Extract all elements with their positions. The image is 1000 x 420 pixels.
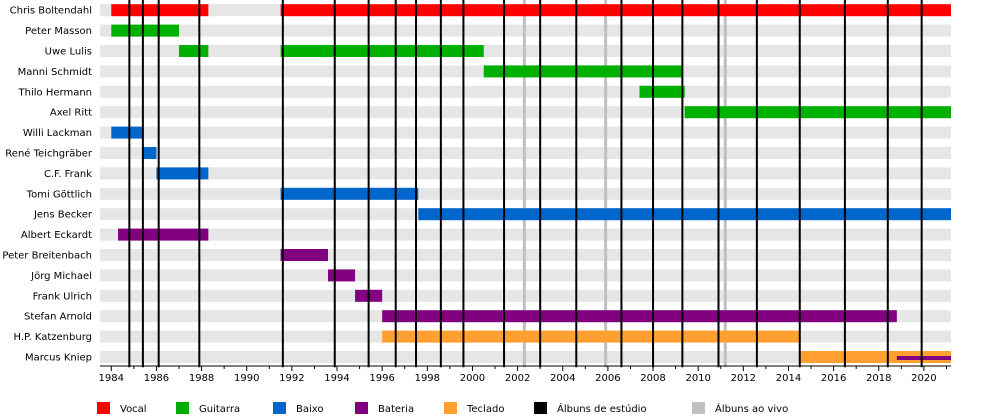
member-bar-baixo [280, 187, 419, 200]
legend-swatch [534, 402, 547, 414]
legend-swatch [355, 402, 368, 414]
member-label: Peter Masson [25, 26, 92, 37]
x-tick-label: 2010 [685, 373, 710, 384]
member-bar-vocal [280, 4, 951, 17]
x-axis: 1984 1986 1988 1990 1992 1994 1996 1998 2000 2002… [99, 365, 951, 384]
x-tick-label: 2018 [866, 373, 891, 384]
legend-swatch [273, 402, 286, 414]
member-bar-baixo [418, 208, 951, 221]
member-bar-guitarra [111, 24, 180, 37]
x-tick-label: 2012 [731, 373, 756, 384]
x-tick-label: 1992 [279, 373, 304, 384]
x-tick-label: 2014 [776, 373, 801, 384]
legend-label: Bateria [378, 404, 414, 415]
member-bar-guitarra [684, 106, 951, 119]
legend-swatch [176, 402, 189, 414]
member-label: René Teichgräber [5, 148, 93, 160]
member-bar-baixo [142, 147, 157, 159]
member-bar-guitarra [179, 45, 209, 57]
member-label: H.P. Katzenburg [14, 332, 93, 343]
member-bar-baixo [156, 167, 209, 180]
x-tick-label: 1996 [369, 373, 394, 384]
member-bar-bateria [118, 228, 209, 241]
legend-label: Guitarra [199, 404, 240, 415]
legend-swatch [692, 402, 705, 414]
legend: Vocal Guitarra Baixo Bateria Teclado Álbuns d… [97, 402, 788, 415]
member-bar-guitarra [639, 85, 685, 98]
x-tick-label: 2004 [550, 373, 575, 384]
member-label: Willi Lackman [23, 128, 92, 139]
member-bar-vocal [111, 4, 209, 17]
member-bar-bateria [382, 310, 897, 323]
x-tick-label: 1988 [189, 373, 214, 384]
member-label: Frank Ulrich [33, 291, 92, 302]
x-tick-label: 2016 [821, 373, 846, 384]
legend-label: Vocal [120, 404, 147, 415]
member-label: Tomi Göttlich [26, 189, 92, 200]
member-bar-guitarra [483, 65, 683, 78]
x-tick-label: 2008 [640, 373, 665, 384]
legend-label: Teclado [466, 404, 504, 415]
x-tick-label: 1994 [324, 373, 349, 384]
member-label: Peter Breitenbach [2, 251, 92, 262]
x-tick-label: 2006 [595, 373, 620, 384]
x-tick-label: 2000 [460, 373, 485, 384]
member-label: Stefan Arnold [24, 312, 92, 323]
x-tick-label: 2020 [911, 373, 936, 384]
member-label: Manni Schmidt [18, 67, 92, 78]
member-bar-bateria [896, 356, 951, 360]
legend-swatch [97, 402, 110, 414]
x-tick-label: 1986 [144, 373, 169, 384]
member-label: Axel Ritt [50, 108, 92, 119]
member-label: Albert Eckardt [21, 230, 92, 241]
member-bar-bateria [280, 249, 328, 261]
legend-label: Álbuns ao vivo [715, 402, 788, 415]
x-tick-label: 1984 [99, 373, 124, 384]
legend-swatch [444, 402, 457, 414]
member-bar-bateria [327, 269, 356, 282]
legend-label: Baixo [296, 404, 324, 415]
member-label: Chris Boltendahl [10, 6, 92, 17]
member-label: C.F. Frank [44, 169, 92, 180]
x-tick-label: 1990 [234, 373, 259, 384]
member-bar-baixo [111, 126, 143, 139]
x-tick-label: 1998 [415, 373, 440, 384]
legend-label: Álbuns de estúdio [557, 402, 647, 415]
member-bar-guitarra [280, 45, 484, 57]
x-tick-label: 2002 [505, 373, 530, 384]
live-album-lines [522, 0, 727, 368]
member-bar-teclado [382, 330, 800, 343]
member-label: Jens Becker [33, 210, 93, 221]
member-label: Marcus Kniep [25, 353, 92, 364]
member-bars [111, 4, 951, 363]
member-label: Jörg Michael [30, 271, 92, 282]
member-labels: Chris Boltendahl Peter Masson Uwe Lulis Man… [2, 6, 92, 364]
member-label: Uwe Lulis [45, 47, 92, 58]
studio-album-lines [128, 0, 923, 368]
member-label: Thilo Hermann [18, 87, 92, 98]
